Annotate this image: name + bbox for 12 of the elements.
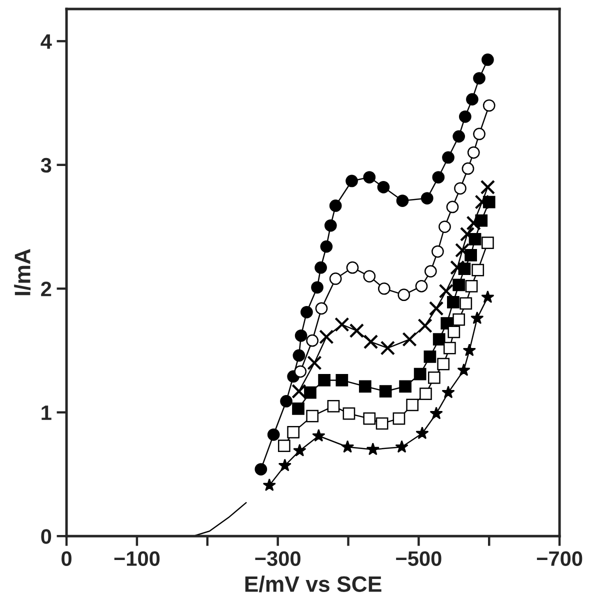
x-tick-label: −500 — [396, 551, 442, 566]
x-tick-label: −300 — [255, 551, 300, 566]
y-tick-label: 1 — [42, 406, 52, 420]
y-tick-label: 4 — [40, 34, 52, 49]
y-tick-label: 3 — [40, 158, 52, 173]
y-tick-label: 2 — [41, 282, 52, 296]
y-axis-title: I/mA — [14, 249, 31, 296]
y-tick-label: 0 — [41, 529, 52, 544]
x-tick-label: −100 — [114, 551, 160, 566]
x-axis-title: E/mV vs SCE — [245, 576, 382, 592]
x-tick-label: −700 — [536, 551, 582, 566]
x-tick-label: 0 — [62, 551, 72, 566]
